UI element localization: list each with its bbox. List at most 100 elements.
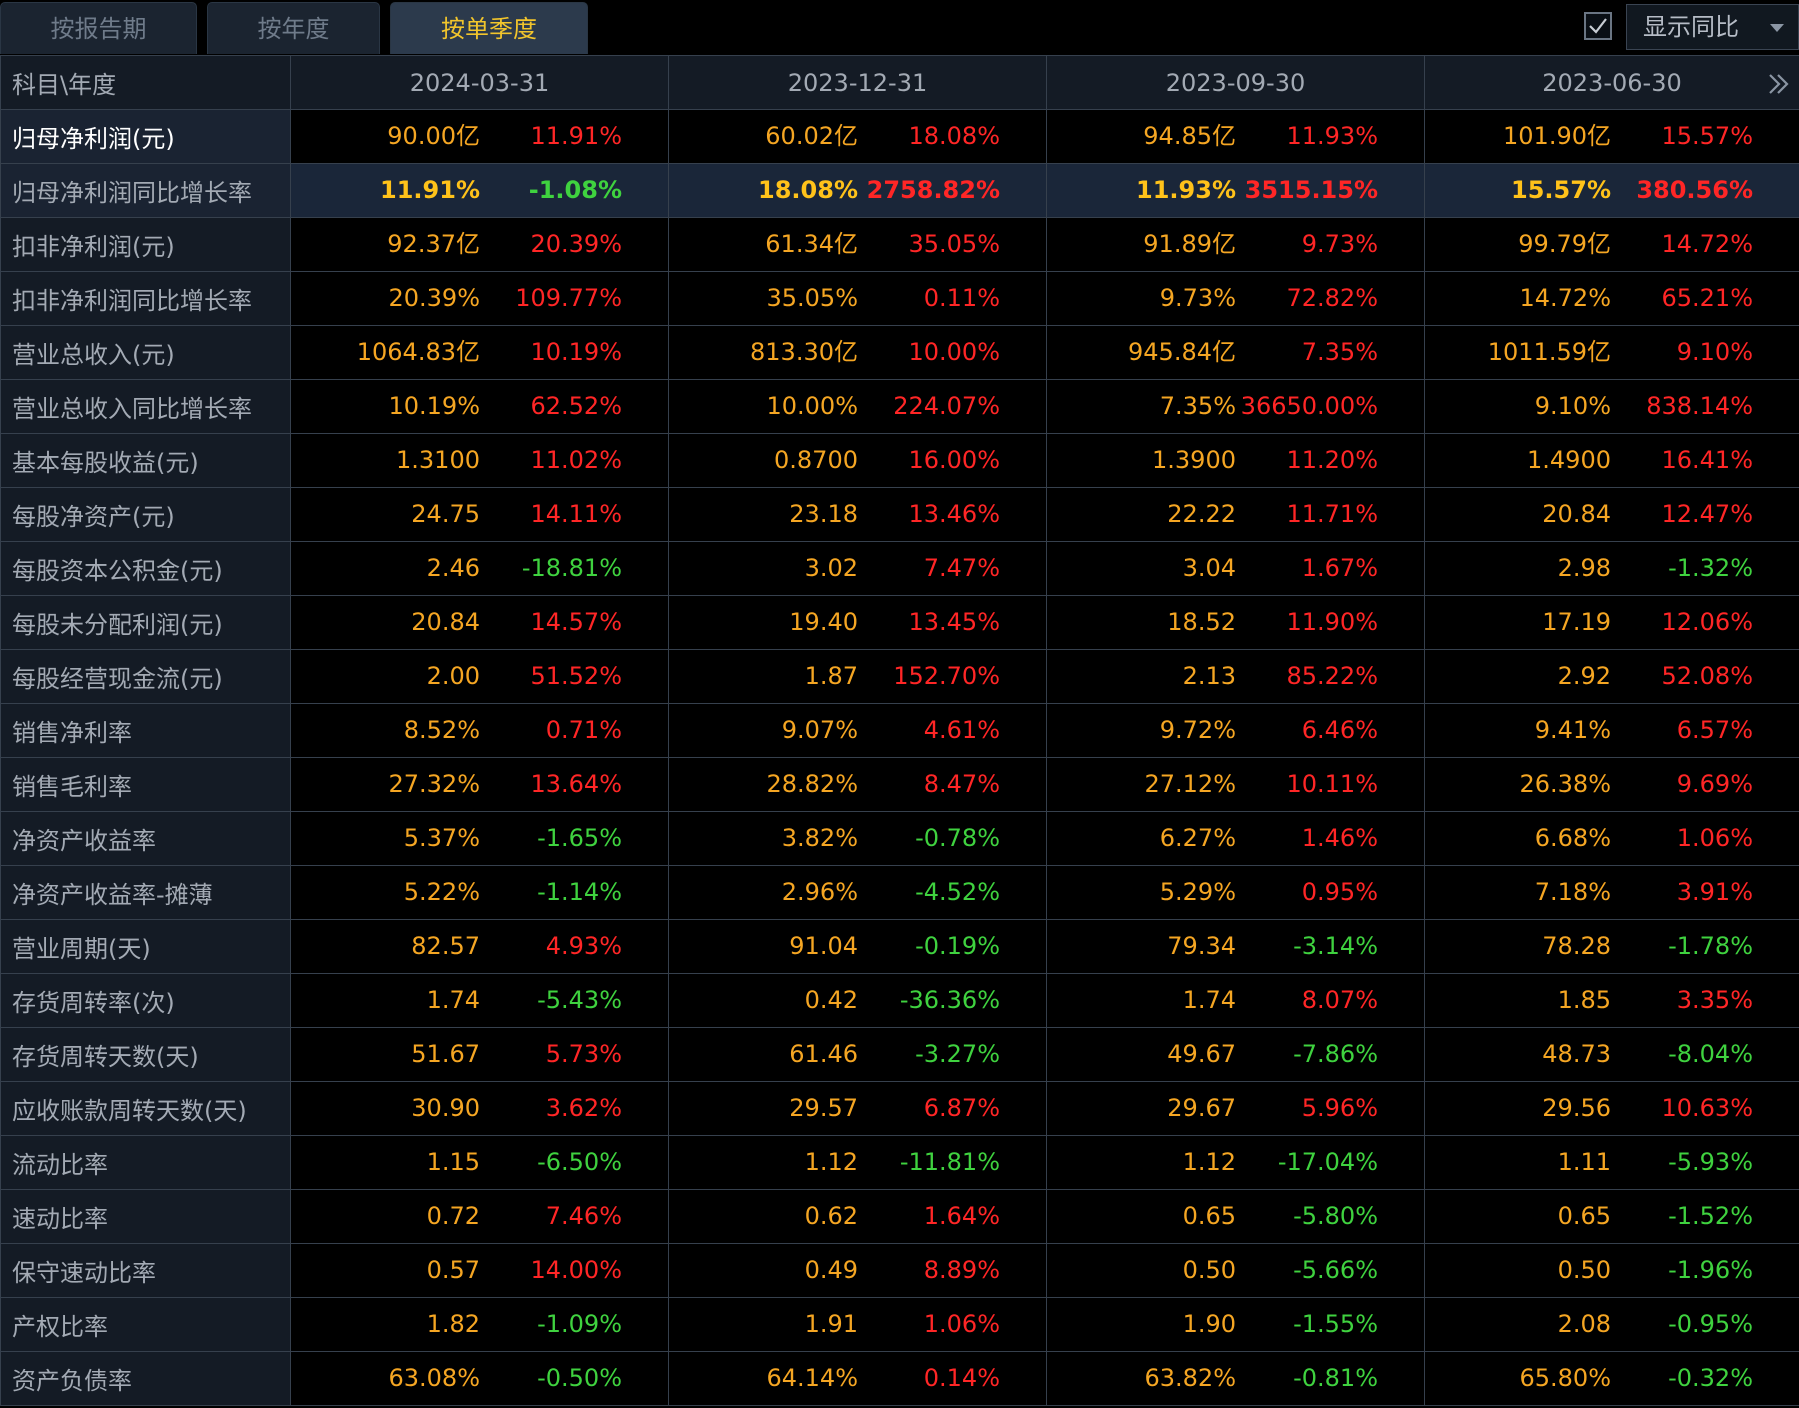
value-cell: 26.38% 9.69% bbox=[1424, 757, 1799, 812]
metric-value: 2.00 bbox=[426, 662, 480, 690]
table-row[interactable]: 产权比率 1.82 -1.09% 1.91 1.06% 1.90 -1.55% 2.08 -0.… bbox=[0, 1297, 1799, 1352]
value-cell: 90.00亿 11.91% bbox=[290, 109, 669, 164]
value-cell: 2.08 -0.95% bbox=[1424, 1297, 1799, 1352]
yoy-change: 10.11% bbox=[1286, 770, 1378, 798]
table-row[interactable]: 资产负债率 63.08% -0.50% 64.14% 0.14% 63.82% -0.81%… bbox=[0, 1351, 1799, 1406]
yoy-change: -4.52% bbox=[915, 878, 1000, 906]
metric-value: 6.27% bbox=[1159, 824, 1236, 852]
table-row[interactable]: 存货周转率(次) 1.74 -5.43% 0.42 -36.36% 1.74 8.07% 1.… bbox=[0, 973, 1799, 1028]
table-row[interactable]: 扣非净利润(元) 92.37亿 20.39% 61.34亿 35.05% 91.89亿 9.… bbox=[0, 217, 1799, 272]
yoy-change: 13.45% bbox=[908, 608, 1000, 636]
table-row[interactable]: 销售毛利率 27.32% 13.64% 28.82% 8.47% 27.12% 10.11%… bbox=[0, 757, 1799, 812]
yoy-change: 3.62% bbox=[545, 1094, 622, 1122]
row-label: 存货周转率(次) bbox=[0, 973, 291, 1028]
value-cell: 3.04 1.67% bbox=[1046, 541, 1425, 596]
metric-value: 101.90亿 bbox=[1503, 122, 1611, 150]
value-cell: 35.05% 0.11% bbox=[668, 271, 1047, 326]
metric-value: 51.67 bbox=[411, 1040, 480, 1068]
value-cell: 48.73 -8.04% bbox=[1424, 1027, 1799, 1082]
table-row[interactable]: 每股资本公积金(元) 2.46 -18.81% 3.02 7.47% 3.04 1.67% 2… bbox=[0, 541, 1799, 596]
table-row[interactable]: 存货周转天数(天) 51.67 5.73% 61.46 -3.27% 49.67 -7.86… bbox=[0, 1027, 1799, 1082]
row-label: 每股经营现金流(元) bbox=[0, 649, 291, 704]
metric-value: 7.18% bbox=[1534, 878, 1611, 906]
yoy-change: 15.57% bbox=[1661, 122, 1753, 150]
yoy-change: -1.08% bbox=[528, 176, 622, 204]
yoy-change: 224.07% bbox=[893, 392, 1000, 420]
yoy-change: -3.27% bbox=[915, 1040, 1000, 1068]
metric-value: 99.79亿 bbox=[1518, 230, 1611, 258]
table-row[interactable]: 归母净利润(元) 90.00亿 11.91% 60.02亿 18.08% 94.85亿 11… bbox=[0, 109, 1799, 164]
table-row[interactable]: 应收账款周转天数(天) 30.90 3.62% 29.57 6.87% 29.67 5.96… bbox=[0, 1081, 1799, 1136]
row-label: 归母净利润同比增长率 bbox=[0, 163, 291, 218]
value-cell: 9.41% 6.57% bbox=[1424, 703, 1799, 758]
yoy-change: -0.78% bbox=[915, 824, 1000, 852]
metric-value: 1.87 bbox=[804, 662, 858, 690]
yoy-change: 0.95% bbox=[1301, 878, 1378, 906]
compare-checkbox[interactable] bbox=[1584, 12, 1612, 40]
value-cell: 14.72% 65.21% bbox=[1424, 271, 1799, 326]
table-row[interactable]: 营业周期(天) 82.57 4.93% 91.04 -0.19% 79.34 -3.14% 7… bbox=[0, 919, 1799, 974]
table-row[interactable]: 每股未分配利润(元) 20.84 14.57% 19.40 13.45% 18.52 11.… bbox=[0, 595, 1799, 650]
table-row[interactable]: 每股净资产(元) 24.75 14.11% 23.18 13.46% 22.22 11.71… bbox=[0, 487, 1799, 542]
period-header-label: 2023-06-30 bbox=[1542, 68, 1682, 97]
table-row[interactable]: 流动比率 1.15 -6.50% 1.12 -11.81% 1.12 -17.04% 1.11… bbox=[0, 1135, 1799, 1190]
yoy-change: 85.22% bbox=[1286, 662, 1378, 690]
value-cell: 1.12 -17.04% bbox=[1046, 1135, 1425, 1190]
value-cell: 8.52% 0.71% bbox=[290, 703, 669, 758]
table-row[interactable]: 速动比率 0.72 7.46% 0.62 1.64% 0.65 -5.80% 0.65 -1.5… bbox=[0, 1189, 1799, 1244]
yoy-change: 8.07% bbox=[1301, 986, 1378, 1014]
metric-value: 11.93% bbox=[1136, 176, 1236, 204]
compare-dropdown[interactable]: 显示同比 bbox=[1626, 4, 1799, 50]
table-row[interactable]: 归母净利润同比增长率 11.91% -1.08% 18.08% 2758.82% 11.9… bbox=[0, 163, 1799, 218]
yoy-change: 109.77% bbox=[515, 284, 622, 312]
period-header[interactable]: 2024-03-31 bbox=[290, 55, 669, 110]
period-header[interactable]: 2023-09-30 bbox=[1046, 55, 1425, 110]
value-cell: 3.82% -0.78% bbox=[668, 811, 1047, 866]
row-label: 扣非净利润(元) bbox=[0, 217, 291, 272]
yoy-change: 6.57% bbox=[1676, 716, 1753, 744]
period-header[interactable]: 2023-06-30 bbox=[1424, 55, 1799, 110]
table-row[interactable]: 净资产收益率 5.37% -1.65% 3.82% -0.78% 6.27% 1.46% 6.… bbox=[0, 811, 1799, 866]
yoy-change: 10.00% bbox=[908, 338, 1000, 366]
value-cell: 6.68% 1.06% bbox=[1424, 811, 1799, 866]
metric-value: 1.15 bbox=[426, 1148, 480, 1176]
value-cell: 1.12 -11.81% bbox=[668, 1135, 1047, 1190]
value-cell: 94.85亿 11.93% bbox=[1046, 109, 1425, 164]
metric-value: 14.72% bbox=[1519, 284, 1611, 312]
yoy-change: 16.00% bbox=[908, 446, 1000, 474]
tab-by-quarter[interactable]: 按单季度 bbox=[390, 2, 588, 54]
double-chevron-right-icon[interactable] bbox=[1767, 72, 1791, 96]
tab-by-year[interactable]: 按年度 bbox=[207, 2, 380, 54]
corner-header: 科目\年度 bbox=[0, 55, 291, 110]
value-cell: 2.13 85.22% bbox=[1046, 649, 1425, 704]
table-row[interactable]: 保守速动比率 0.57 14.00% 0.49 8.89% 0.50 -5.66% 0.50 -… bbox=[0, 1243, 1799, 1298]
table-row[interactable]: 基本每股收益(元) 1.3100 11.02% 0.8700 16.00% 1.3900 1… bbox=[0, 433, 1799, 488]
metric-value: 82.57 bbox=[411, 932, 480, 960]
value-cell: 0.62 1.64% bbox=[668, 1189, 1047, 1244]
value-cell: 15.57% 380.56% bbox=[1424, 163, 1799, 218]
table-header-row: 科目\年度 2024-03-31 2023-12-31 2023-09-30 2… bbox=[0, 55, 1799, 110]
table-row[interactable]: 每股经营现金流(元) 2.00 51.52% 1.87 152.70% 2.13 85.22… bbox=[0, 649, 1799, 704]
period-header[interactable]: 2023-12-31 bbox=[668, 55, 1047, 110]
row-label: 保守速动比率 bbox=[0, 1243, 291, 1298]
value-cell: 7.35% 36650.00% bbox=[1046, 379, 1425, 434]
yoy-change: 11.91% bbox=[530, 122, 622, 150]
table-row[interactable]: 营业总收入同比增长率 10.19% 62.52% 10.00% 224.07% 7.35%… bbox=[0, 379, 1799, 434]
metric-value: 78.28 bbox=[1542, 932, 1611, 960]
table-row[interactable]: 扣非净利润同比增长率 20.39% 109.77% 35.05% 0.11% 9.73% 7… bbox=[0, 271, 1799, 326]
table-row[interactable]: 销售净利率 8.52% 0.71% 9.07% 4.61% 9.72% 6.46% 9.41%… bbox=[0, 703, 1799, 758]
metric-value: 19.40 bbox=[789, 608, 858, 636]
value-cell: 0.65 -5.80% bbox=[1046, 1189, 1425, 1244]
yoy-change: 1.06% bbox=[923, 1310, 1000, 1338]
value-cell: 18.52 11.90% bbox=[1046, 595, 1425, 650]
table-row[interactable]: 净资产收益率-摊薄 5.22% -1.14% 2.96% -4.52% 5.29% 0.95… bbox=[0, 865, 1799, 920]
value-cell: 5.22% -1.14% bbox=[290, 865, 669, 920]
value-cell: 6.27% 1.46% bbox=[1046, 811, 1425, 866]
value-cell: 61.34亿 35.05% bbox=[668, 217, 1047, 272]
yoy-change: 1.46% bbox=[1301, 824, 1378, 852]
row-label: 产权比率 bbox=[0, 1297, 291, 1352]
metric-value: 1.11 bbox=[1557, 1148, 1611, 1176]
table-row[interactable]: 营业总收入(元) 1064.83亿 10.19% 813.30亿 10.00% 945.8… bbox=[0, 325, 1799, 380]
value-cell: 79.34 -3.14% bbox=[1046, 919, 1425, 974]
tab-by-report-period[interactable]: 按报告期 bbox=[0, 2, 197, 54]
